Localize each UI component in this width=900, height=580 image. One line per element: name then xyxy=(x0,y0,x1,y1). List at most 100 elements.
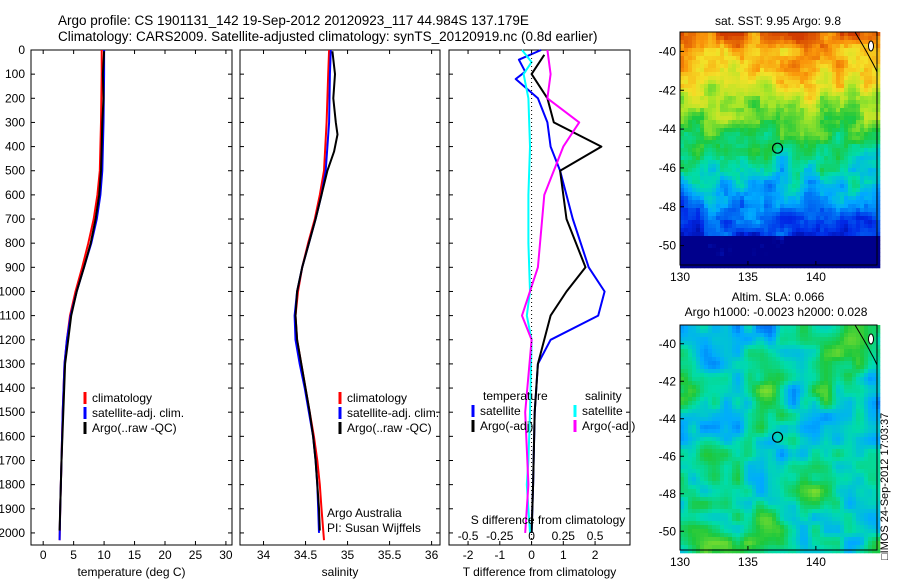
heatmap-cell xyxy=(700,52,705,57)
heatmap-cell xyxy=(684,100,689,105)
heatmap-cell xyxy=(780,389,785,394)
heatmap-cell xyxy=(812,164,817,169)
heatmap-cell xyxy=(692,341,697,346)
heatmap-cell xyxy=(876,244,881,249)
heatmap-cell xyxy=(736,373,741,378)
heatmap-cell xyxy=(708,325,713,330)
heatmap-cell xyxy=(692,92,697,97)
heatmap-cell xyxy=(804,164,809,169)
heatmap-cell xyxy=(852,401,857,406)
heatmap-cell xyxy=(680,80,685,85)
heatmap-cell xyxy=(768,341,773,346)
heatmap-cell xyxy=(748,244,753,249)
heatmap-cell xyxy=(744,72,749,77)
heatmap-cell xyxy=(800,88,805,93)
heatmap-cell xyxy=(828,461,833,466)
heatmap-cell xyxy=(828,208,833,213)
heatmap-cell xyxy=(832,445,837,450)
heatmap-cell xyxy=(684,333,689,338)
heatmap-cell xyxy=(688,60,693,65)
heatmap-cell xyxy=(700,156,705,161)
heatmap-cell xyxy=(836,369,841,374)
heatmap-cell xyxy=(700,164,705,169)
heatmap-cell xyxy=(792,52,797,57)
heatmap-cell xyxy=(796,108,801,113)
heatmap-cell xyxy=(752,252,757,257)
heatmap-cell xyxy=(828,204,833,209)
heatmap-cell xyxy=(680,345,685,350)
heatmap-cell xyxy=(680,325,685,330)
heatmap-cell xyxy=(700,188,705,193)
heatmap-cell xyxy=(688,168,693,173)
heatmap-cell xyxy=(688,76,693,81)
heatmap-cell xyxy=(804,144,809,149)
heatmap-cell xyxy=(800,116,805,121)
heatmap-cell xyxy=(756,160,761,165)
heatmap-cell xyxy=(704,413,709,418)
heatmap-cell xyxy=(808,124,813,129)
heatmap-cell xyxy=(764,224,769,229)
heatmap-cell xyxy=(864,405,869,410)
heatmap-cell xyxy=(852,52,857,57)
heatmap-cell xyxy=(820,148,825,153)
heatmap-cell xyxy=(768,32,773,37)
heatmap-cell xyxy=(824,373,829,378)
heatmap-cell xyxy=(712,112,717,117)
heatmap-cell xyxy=(680,124,685,129)
heatmap-cell xyxy=(800,397,805,402)
heatmap-cell xyxy=(764,252,769,257)
heatmap-cell xyxy=(716,184,721,189)
heatmap-cell xyxy=(868,449,873,454)
heatmap-cell xyxy=(812,108,817,113)
heatmap-cell xyxy=(804,216,809,221)
heatmap-cell xyxy=(864,212,869,217)
heatmap-cell xyxy=(744,252,749,257)
heatmap-cell xyxy=(776,264,781,269)
heatmap-cell xyxy=(772,160,777,165)
heatmap-cell xyxy=(712,136,717,141)
heatmap-cell xyxy=(728,264,733,269)
y-tick-label: 1300 xyxy=(0,357,25,371)
heatmap-cell xyxy=(744,208,749,213)
heatmap-cell xyxy=(692,156,697,161)
heatmap-cell xyxy=(816,76,821,81)
difference-x-axis-label: T difference from climatology xyxy=(463,565,617,579)
heatmap-cell xyxy=(772,168,777,173)
heatmap-cell xyxy=(736,421,741,426)
heatmap-cell xyxy=(848,116,853,121)
heatmap-cell xyxy=(680,433,685,438)
heatmap-cell xyxy=(680,144,685,149)
heatmap-cell xyxy=(700,353,705,358)
heatmap-cell xyxy=(824,216,829,221)
s-diff-tick-label: -0.25 xyxy=(486,529,514,543)
heatmap-cell xyxy=(804,397,809,402)
heatmap-cell xyxy=(840,425,845,430)
heatmap-cell xyxy=(804,393,809,398)
heatmap-cell xyxy=(872,353,877,358)
heatmap-cell xyxy=(840,449,845,454)
heatmap-cell xyxy=(860,76,865,81)
heatmap-cell xyxy=(856,108,861,113)
heatmap-cell xyxy=(768,232,773,237)
heatmap-cell xyxy=(752,264,757,269)
heatmap-cell xyxy=(848,96,853,101)
heatmap-cell xyxy=(820,100,825,105)
heatmap-cell xyxy=(816,377,821,382)
heatmap-cell xyxy=(836,401,841,406)
heatmap-cell xyxy=(712,397,717,402)
heatmap-cell xyxy=(696,184,701,189)
heatmap-cell xyxy=(748,429,753,434)
heatmap-cell xyxy=(760,144,765,149)
heatmap-cell xyxy=(776,345,781,350)
heatmap-cell xyxy=(848,88,853,93)
heatmap-cell xyxy=(744,44,749,49)
heatmap-cell xyxy=(812,397,817,402)
heatmap-cell xyxy=(756,212,761,217)
heatmap-cell xyxy=(744,92,749,97)
heatmap-cell xyxy=(704,329,709,334)
heatmap-cell xyxy=(828,357,833,362)
heatmap-cell xyxy=(720,152,725,157)
heatmap-cell xyxy=(868,204,873,209)
heatmap-cell xyxy=(776,429,781,434)
heatmap-cell xyxy=(776,248,781,253)
